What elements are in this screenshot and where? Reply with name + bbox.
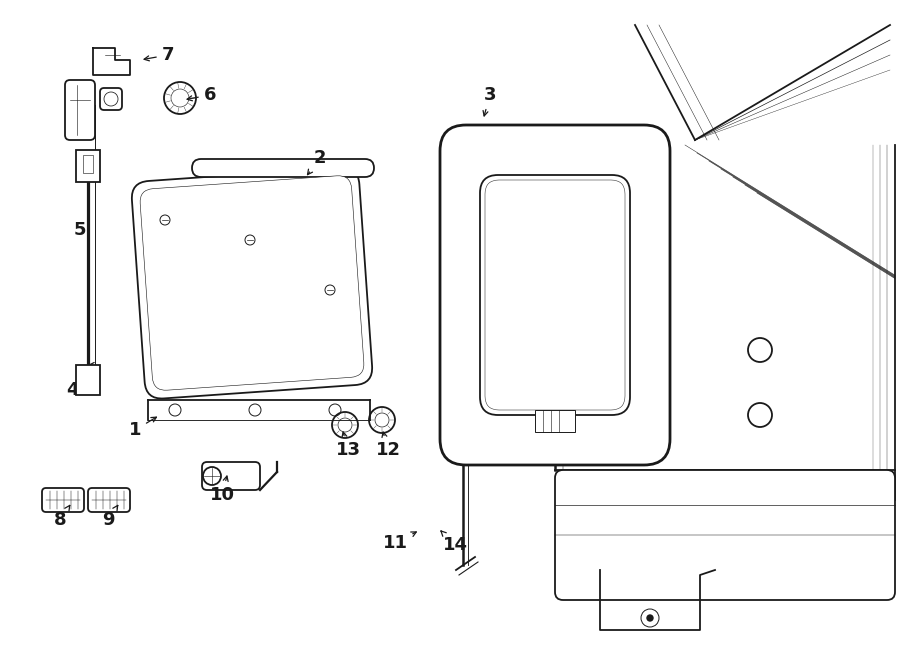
Circle shape xyxy=(596,516,604,524)
FancyBboxPatch shape xyxy=(440,125,670,465)
Bar xyxy=(76,150,100,182)
FancyBboxPatch shape xyxy=(555,470,895,600)
FancyBboxPatch shape xyxy=(65,80,95,140)
FancyBboxPatch shape xyxy=(88,488,130,512)
Text: 6: 6 xyxy=(187,86,216,104)
FancyBboxPatch shape xyxy=(100,88,122,110)
Text: 5: 5 xyxy=(74,221,86,239)
FancyBboxPatch shape xyxy=(131,167,373,399)
Bar xyxy=(83,155,93,173)
Text: 2: 2 xyxy=(308,149,326,175)
FancyBboxPatch shape xyxy=(42,488,84,512)
Text: 11: 11 xyxy=(382,532,417,552)
Circle shape xyxy=(647,615,653,621)
FancyBboxPatch shape xyxy=(202,462,260,490)
FancyBboxPatch shape xyxy=(140,176,364,390)
FancyBboxPatch shape xyxy=(480,175,630,415)
Text: 14: 14 xyxy=(441,531,467,554)
Text: 10: 10 xyxy=(210,476,235,504)
Bar xyxy=(76,365,100,395)
Bar xyxy=(535,410,575,432)
FancyBboxPatch shape xyxy=(485,180,625,410)
Text: 12: 12 xyxy=(375,432,401,459)
Polygon shape xyxy=(93,48,130,75)
Text: 1: 1 xyxy=(129,417,157,439)
Text: 9: 9 xyxy=(102,506,118,529)
Text: 3: 3 xyxy=(483,86,496,116)
Text: 8: 8 xyxy=(54,506,70,529)
Circle shape xyxy=(846,516,854,524)
Text: 7: 7 xyxy=(144,46,175,64)
Text: 4: 4 xyxy=(66,376,83,399)
FancyBboxPatch shape xyxy=(192,159,374,177)
Text: 13: 13 xyxy=(336,432,361,459)
